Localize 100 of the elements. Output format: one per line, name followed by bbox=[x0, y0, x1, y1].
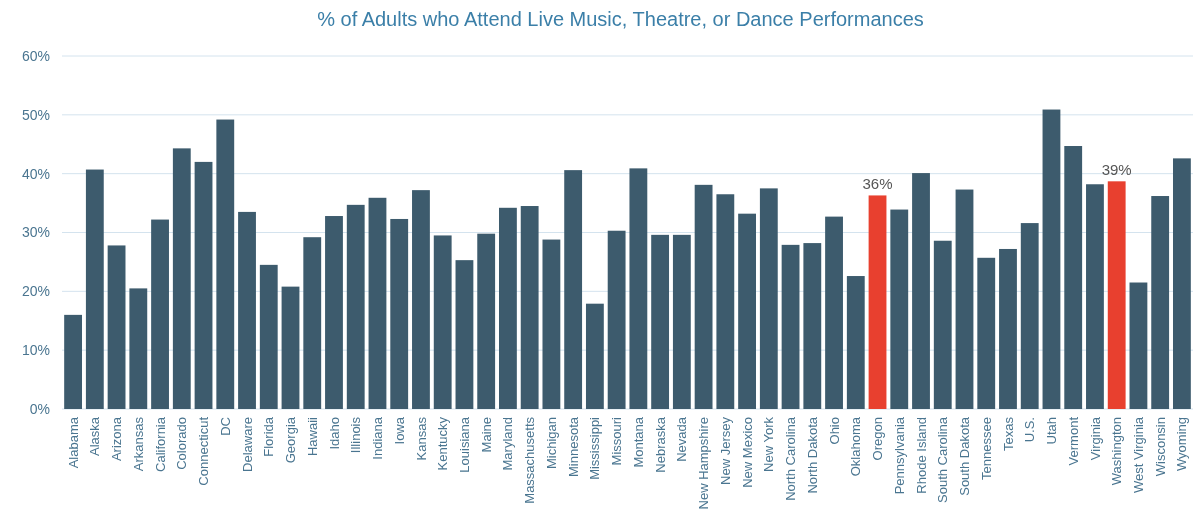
x-tick-label: West Virginia bbox=[1130, 416, 1146, 494]
x-tick-label: Michigan bbox=[543, 417, 559, 470]
x-tick-label: Kansas bbox=[413, 416, 429, 461]
bar bbox=[1020, 223, 1039, 409]
y-tick-label: 50% bbox=[21, 106, 50, 123]
x-tick-label: Rhode Island bbox=[913, 417, 929, 494]
bar bbox=[977, 257, 996, 409]
x-tick-label: Montana bbox=[630, 416, 646, 468]
x-tick-label: Texas bbox=[1000, 416, 1016, 451]
x-tick-label: Tennessee bbox=[978, 417, 994, 480]
bar bbox=[564, 170, 583, 409]
x-tick-label: U.S. bbox=[1022, 417, 1038, 443]
bar bbox=[1151, 196, 1170, 409]
bar bbox=[1042, 109, 1061, 409]
chart-title: % of Adults who Attend Live Music, Theatre, or Dance Performances bbox=[317, 8, 924, 30]
bar bbox=[238, 211, 256, 409]
x-tick-label: South Dakota bbox=[957, 416, 973, 496]
x-tick-label: Georgia bbox=[283, 416, 299, 464]
x-tick-label: Idaho bbox=[326, 417, 342, 450]
x-tick-label: Kentucky bbox=[435, 416, 451, 471]
x-tick-label: Connecticut bbox=[196, 416, 212, 486]
x-tick-label: New Jersey bbox=[717, 416, 733, 485]
x-tick-label: Florida bbox=[261, 416, 277, 457]
bar bbox=[194, 161, 213, 409]
bar bbox=[585, 303, 604, 409]
x-tick-label: Delaware bbox=[239, 417, 255, 472]
x-tick-label: Mississippi bbox=[587, 416, 603, 480]
x-tick-label: Wyoming bbox=[1174, 417, 1190, 472]
bar bbox=[716, 194, 735, 409]
x-tick-label: Louisiana bbox=[456, 416, 472, 473]
x-tick-label: Hawaii bbox=[304, 416, 320, 457]
x-tick-label: Maine bbox=[478, 417, 494, 453]
x-tick-label: New Hampshire bbox=[696, 417, 712, 510]
bar bbox=[477, 233, 496, 409]
bar bbox=[759, 188, 778, 409]
bar bbox=[390, 218, 409, 409]
x-tick-label: Ohio bbox=[826, 417, 842, 445]
bar bbox=[259, 264, 278, 409]
y-tick-label: 40% bbox=[21, 165, 50, 182]
x-tick-label: Utah bbox=[1044, 417, 1060, 445]
bar bbox=[346, 204, 365, 409]
x-tick-label: California bbox=[152, 416, 168, 472]
x-tick-label: South Carolina bbox=[935, 416, 951, 503]
bar bbox=[738, 213, 756, 409]
x-tick-label: Alaska bbox=[87, 416, 103, 457]
bar bbox=[803, 243, 822, 409]
bar bbox=[1129, 282, 1148, 409]
bar bbox=[651, 234, 670, 409]
bar bbox=[455, 260, 474, 409]
bar bbox=[325, 216, 343, 409]
x-tick-label: Pennsylvania bbox=[891, 416, 907, 495]
bar bbox=[64, 314, 82, 409]
bar bbox=[629, 168, 648, 409]
x-tick-label: Arkansas bbox=[130, 416, 146, 472]
x-tick-label: Oklahoma bbox=[848, 416, 864, 477]
x-tick-label: Missouri bbox=[609, 416, 625, 466]
x-tick-label: North Carolina bbox=[783, 416, 799, 501]
bar bbox=[955, 189, 974, 409]
x-tick-label: Arizona bbox=[109, 416, 125, 462]
y-tick-label: 30% bbox=[21, 224, 50, 241]
y-tick-label: 20% bbox=[21, 283, 50, 300]
bar bbox=[520, 206, 539, 409]
bar bbox=[1064, 146, 1083, 409]
x-tick-label: Virginia bbox=[1087, 416, 1103, 461]
x-tick-label: North Dakota bbox=[804, 416, 820, 494]
x-tick-label: Oregon bbox=[870, 417, 886, 461]
bar bbox=[1086, 184, 1104, 409]
y-tick-label: 10% bbox=[21, 342, 50, 359]
bar bbox=[933, 240, 952, 409]
x-tick-label: Wisconsin bbox=[1152, 417, 1168, 477]
x-tick-label: Washington bbox=[1109, 417, 1125, 486]
bar bbox=[999, 248, 1017, 409]
x-tick-label: Illinois bbox=[348, 416, 364, 454]
bar bbox=[781, 244, 800, 409]
x-tick-label: New York bbox=[761, 416, 777, 472]
x-tick-label: Nevada bbox=[674, 416, 690, 462]
y-tick-label: 0% bbox=[29, 400, 50, 417]
x-tick-label: Massachusetts bbox=[522, 416, 538, 504]
bar bbox=[694, 184, 713, 409]
x-tick-label: Colorado bbox=[174, 417, 190, 470]
bar bbox=[846, 276, 865, 409]
x-tick-label: Indiana bbox=[370, 416, 386, 460]
x-tick-label: Vermont bbox=[1065, 416, 1081, 466]
bar bbox=[107, 245, 126, 409]
bar bbox=[368, 197, 387, 409]
bar bbox=[433, 235, 452, 409]
x-tick-label: Maryland bbox=[500, 417, 516, 471]
bar bbox=[216, 119, 235, 409]
bar bbox=[412, 190, 430, 409]
bar bbox=[499, 207, 517, 409]
bar bbox=[85, 169, 104, 409]
x-tick-label: Nebraska bbox=[652, 416, 668, 473]
bar bbox=[172, 148, 191, 409]
bar bbox=[825, 216, 843, 409]
bar bbox=[129, 288, 148, 409]
bar bbox=[1107, 181, 1126, 409]
bar bbox=[151, 219, 169, 409]
bar bbox=[303, 237, 322, 409]
bar bbox=[912, 173, 930, 409]
bar bbox=[607, 230, 626, 409]
